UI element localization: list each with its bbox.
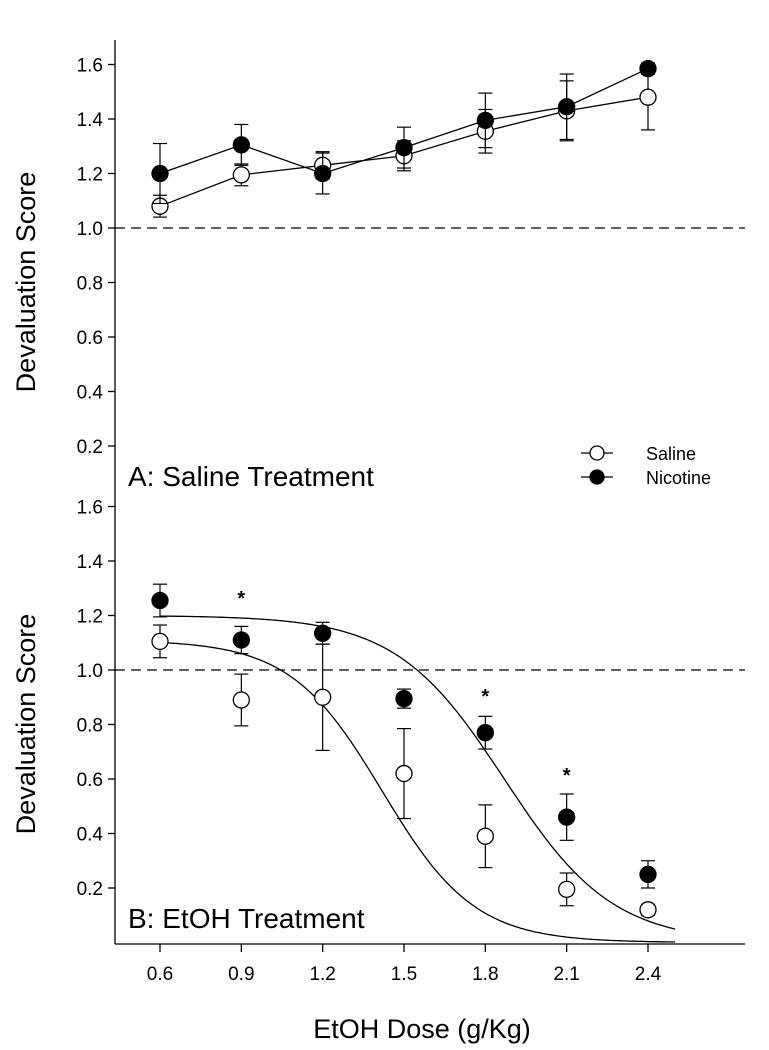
legend-saline-marker (589, 445, 605, 461)
panel-b-nicotine-point (232, 631, 250, 649)
panel-a-label: A: Saline Treatment (128, 461, 374, 492)
panel-a-nicotine-point (639, 59, 657, 78)
legend-saline-label: Saline (646, 444, 696, 464)
panel-b-y-tick-label: 0.8 (77, 716, 103, 737)
panel-b-nicotine-point (476, 724, 494, 742)
panel-a-y-tick-label: 0.2 (77, 437, 103, 458)
panel-b-y-tick-label: 1.4 (77, 552, 104, 573)
x-tick-label: 1.5 (391, 964, 417, 985)
panel-b-saline-point (476, 827, 494, 845)
legend-nicotine-label: Nicotine (646, 468, 711, 488)
panel-b-y-tick-label: 0.6 (77, 770, 103, 791)
panel-b-saline-point (232, 691, 250, 709)
panel-a-ylabel: Devaluation Score (11, 172, 41, 393)
panel-b-saline-point (151, 632, 169, 651)
panel-b-y-tick-label: 1.2 (77, 607, 103, 628)
panel-b-ylabel: Devaluation Score (11, 614, 41, 835)
panel-b-saline-point (558, 880, 576, 899)
significance-marker: * (481, 686, 489, 708)
panel-b-y-tick-label: 1.6 (77, 498, 103, 519)
x-tick-label: 0.6 (147, 964, 173, 985)
significance-marker: * (563, 765, 571, 787)
significance-marker: * (237, 588, 245, 610)
panel-b-nicotine-point (151, 591, 169, 610)
panel-b-saline-point (395, 764, 413, 783)
panel-a-plot: 0.2 0.4 0.6 0.8 1.0 1.2 1.4 1.6 (77, 40, 745, 500)
legend-nicotine-marker (589, 469, 605, 485)
panel-a-y-tick-label: 0.6 (77, 328, 103, 349)
panel-b-nicotine-fit-curve (160, 615, 676, 930)
panel-b-label: B: EtOH Treatment (128, 903, 365, 934)
panel-a-y-tick-label: 1.0 (77, 219, 103, 240)
panel-b-saline-fit-curve (159, 641, 676, 943)
x-tick-label: 2.1 (553, 964, 579, 985)
panel-b-nicotine-point (639, 865, 657, 884)
panel-a-nicotine-point (314, 164, 332, 183)
panel-a-nicotine-point (476, 111, 494, 130)
panel-b-plot: 0.2 0.4 0.6 0.8 1.0 1.2 1.4 1.6 0.6 0.9 1.2 1.5 1.8 2… (77, 498, 745, 985)
panel-a-y-tick-label: 0.4 (77, 383, 104, 404)
panel-a-y-tick-label: 1.4 (77, 110, 104, 131)
panel-a-saline-point (232, 166, 250, 184)
panel-a-nicotine-point (395, 138, 413, 157)
legend: Saline Nicotine (581, 444, 711, 488)
panel-b-nicotine-point (558, 808, 576, 826)
panel-a-saline-point (639, 88, 657, 106)
panel-b-nicotine-point (314, 624, 332, 642)
panel-b-saline-point (639, 901, 657, 919)
x-tick-label: 0.9 (228, 964, 254, 985)
x-tick-label: 1.8 (472, 964, 498, 985)
panel-b-y-tick-label: 1.0 (77, 661, 103, 682)
panel-a-nicotine-point (558, 98, 576, 116)
panel-b-saline-point (314, 688, 332, 706)
x-axis-title: EtOH Dose (g/Kg) (313, 1014, 531, 1044)
panel-a-nicotine-point (151, 164, 169, 183)
panel-a-nicotine-point (232, 136, 250, 154)
panel-b-y-tick-label: 0.4 (77, 825, 104, 846)
panel-a-y-tick-label: 1.6 (77, 56, 103, 77)
x-tick-label: 1.2 (309, 964, 335, 985)
panel-b-nicotine-point (395, 689, 413, 708)
panel-a-y-tick-label: 0.8 (77, 274, 103, 295)
panel-a-y-tick-label: 1.2 (77, 165, 103, 186)
panel-b-y-tick-label: 0.2 (77, 879, 103, 900)
x-tick-label: 2.4 (635, 964, 662, 985)
